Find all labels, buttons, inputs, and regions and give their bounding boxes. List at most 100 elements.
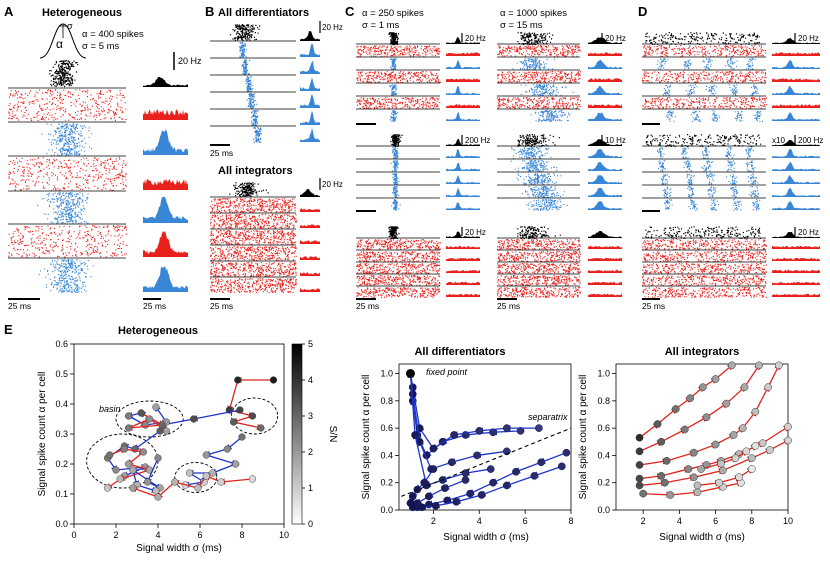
- data-point: [784, 436, 792, 445]
- chart1-ticks: 0 2 4 6 8 10 0.0 0.1 0.2 0.3 0.4 0.5 0.6: [55, 339, 289, 540]
- chart3-xlabel: Signal width σ (ms): [659, 532, 745, 543]
- colorbar-tick-label: 2: [308, 447, 313, 457]
- psth-bars: [446, 52, 480, 56]
- raster-dots: [701, 160, 713, 172]
- trajectory-segment: [660, 428, 688, 443]
- colorbar-label: S/N: [327, 426, 338, 443]
- panel-c-left-sigma: σ = 1 ms: [362, 20, 400, 31]
- raster-dots: [41, 123, 93, 157]
- data-point: [718, 466, 727, 475]
- data-point: [269, 376, 278, 384]
- data-point: [722, 399, 731, 408]
- raster-dots: [665, 110, 676, 122]
- data-point: [751, 407, 760, 416]
- panel-b-rate-top: 20 Hz: [322, 23, 343, 32]
- raster-dots: [687, 186, 694, 198]
- x-tick-label: 6: [197, 530, 202, 540]
- trajectory-segment: [661, 466, 691, 477]
- raster-dots: [517, 134, 560, 148]
- data-point: [717, 459, 725, 468]
- psth-bars: [300, 189, 320, 197]
- y-tick-label: 0.1: [55, 489, 68, 499]
- psth-bars: [772, 162, 820, 171]
- raster-dots: [251, 110, 259, 127]
- data-point: [697, 465, 705, 473]
- data-point: [145, 415, 154, 423]
- trajectory-segment: [451, 430, 480, 438]
- psth-bars: [143, 109, 188, 120]
- raster-dots: [706, 173, 716, 185]
- raster-dots: [642, 287, 767, 298]
- data-point: [489, 478, 497, 487]
- raster-dots: [391, 173, 400, 185]
- x-tick-label: 4: [477, 516, 482, 526]
- time-scale-label: 25 ms: [8, 301, 31, 311]
- raster-dots: [748, 186, 759, 198]
- raster-dots: [497, 71, 582, 84]
- raster-dots: [229, 24, 261, 41]
- raster-dots: [37, 192, 89, 225]
- raster-dots: [686, 173, 695, 185]
- psth-bars: [588, 112, 622, 121]
- raster-dots: [241, 59, 251, 76]
- trajectory-segment: [146, 457, 159, 485]
- y-tick-label: 0.3: [55, 429, 68, 439]
- chart2-title: All differentiators: [414, 346, 505, 358]
- data-point: [516, 427, 525, 435]
- data-point: [137, 409, 145, 417]
- psth-bars: [772, 140, 820, 146]
- y-tick-label: 0.8: [380, 396, 393, 406]
- data-point: [635, 447, 644, 456]
- data-point: [248, 412, 257, 420]
- raster-dots: [517, 226, 561, 240]
- trajectory-segment: [418, 425, 434, 449]
- psth-bars: [300, 288, 320, 292]
- x-tick-label: 2: [113, 530, 118, 540]
- data-point: [686, 394, 695, 402]
- x-tick-label: 8: [239, 530, 244, 540]
- data-point: [784, 422, 792, 431]
- trajectory-segment: [431, 434, 455, 451]
- x-tick-label: 8: [749, 516, 754, 526]
- raster-dots: [356, 97, 441, 110]
- raster-dots: [702, 147, 710, 160]
- chart-integrators: All integrators 2 4 6 8 10 0.0 0.2 0.4 0.6 0.8 1.0…: [578, 346, 793, 543]
- trajectory-segment: [440, 472, 466, 482]
- data-point: [512, 467, 520, 476]
- psth-bars: [143, 129, 188, 155]
- data-point: [728, 361, 736, 370]
- raster-dots: [730, 186, 738, 198]
- data-point: [635, 461, 644, 469]
- alpha-label: α = 400 spikes: [82, 29, 144, 40]
- trajectory-segment: [191, 409, 241, 422]
- separatrix-line: [401, 427, 572, 497]
- trajectory-segment: [722, 456, 755, 472]
- psth-bars: [446, 175, 480, 184]
- data-point: [755, 361, 763, 370]
- data-point: [202, 472, 210, 480]
- raster-dots: [745, 160, 756, 172]
- raster-dots: [388, 32, 400, 46]
- trajectory-segment: [210, 463, 236, 475]
- data-point: [217, 478, 225, 486]
- panel-e-letter: E: [4, 322, 13, 337]
- trajectory-segment: [744, 363, 761, 388]
- psth-bars: [772, 232, 820, 238]
- data-point: [747, 465, 756, 473]
- trajectory-segment: [490, 471, 517, 484]
- raster-dots: [388, 226, 400, 240]
- data-point: [461, 476, 470, 484]
- chart2-ticks: 2 4 6 8 0.0 0.2 0.4 0.6 0.8 1.0: [380, 369, 573, 526]
- psth-bars: [446, 104, 480, 108]
- panel-c-rate-5: 20 Hz: [465, 228, 486, 237]
- psth-bars: [588, 37, 622, 44]
- panel-c-rate-4: 10 Hz: [605, 136, 626, 145]
- panel-c-rate-3: 200 Hz: [465, 136, 490, 145]
- chart1-xlabel: Signal width σ (ms): [136, 543, 222, 554]
- x-tick-label: 8: [568, 516, 573, 526]
- psth-bars: [300, 77, 320, 91]
- data-point: [461, 469, 470, 478]
- panel-d-multiplier: x10: [772, 136, 785, 145]
- raster-dots: [752, 199, 761, 211]
